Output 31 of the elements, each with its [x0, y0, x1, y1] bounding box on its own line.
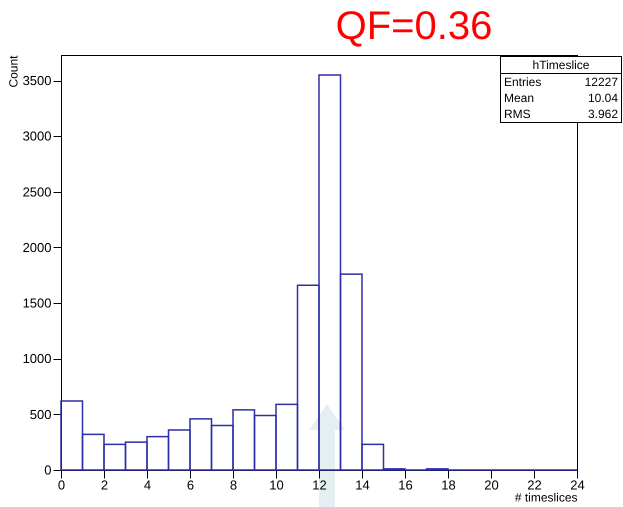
x-tick-label: 4: [144, 478, 152, 492]
x-tick-label: 10: [269, 478, 284, 492]
text: 10.04: [588, 91, 618, 105]
text: 3.962: [588, 107, 618, 121]
x-tick-label: 18: [441, 478, 456, 492]
annotation: hTimeslice: [501, 57, 621, 74]
y-axis-title: Count: [6, 54, 21, 88]
y-tick-label: 1500: [22, 296, 52, 311]
annotation: RMS: [504, 107, 531, 121]
x-tick-label: 24: [570, 478, 585, 492]
y-tick-label: 2500: [22, 184, 52, 200]
text: 12227: [584, 75, 618, 89]
chart-title: QF=0.36: [336, 4, 492, 48]
y-tick-label: 2000: [22, 240, 52, 255]
x-tick-label: 20: [484, 478, 499, 492]
x-tick-label: 14: [355, 478, 370, 492]
y-tick-label: 500: [30, 406, 52, 422]
x-tick-label: 8: [230, 478, 238, 492]
x-tick-label: 6: [186, 478, 194, 492]
x-tick-label: 2: [100, 478, 108, 492]
annotation: Entries: [504, 75, 542, 89]
y-tick-label: 0: [44, 462, 52, 478]
annotation: Mean: [504, 91, 534, 105]
x-axis-title: # timeslices: [514, 490, 578, 504]
x-tick-label: 12: [312, 478, 327, 492]
y-tick-label: 3500: [22, 73, 52, 88]
x-tick-label: 0: [58, 478, 66, 492]
y-tick-label: 1000: [22, 351, 52, 366]
x-tick-label: 16: [398, 478, 413, 492]
x-tick-label: 22: [527, 478, 542, 492]
y-tick-label: 3000: [22, 128, 52, 144]
